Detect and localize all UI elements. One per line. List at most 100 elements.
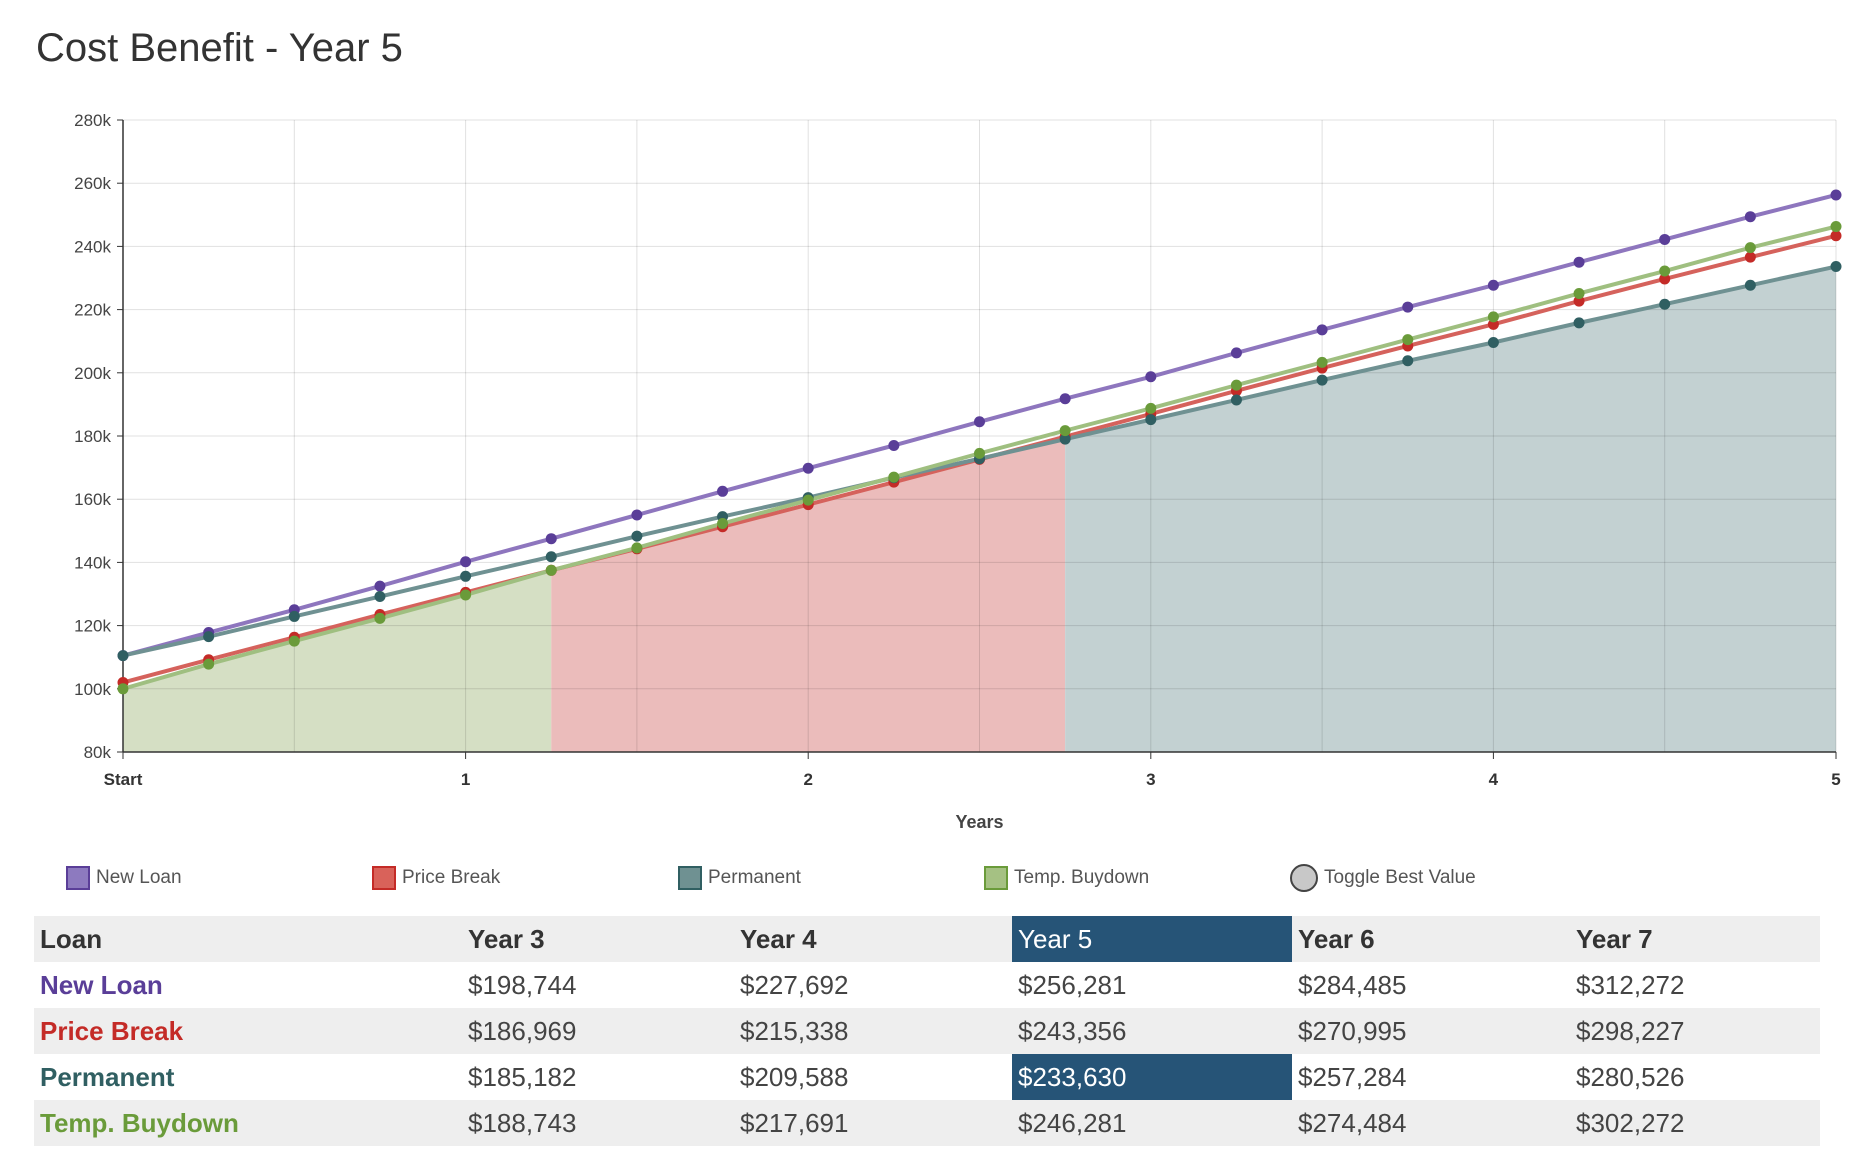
data-point — [1573, 317, 1585, 329]
header-year-3: Year 3 — [468, 923, 545, 954]
legend-item-permanent[interactable]: Permanent — [678, 866, 801, 890]
table-cell: $209,588 — [740, 1061, 849, 1092]
y-tick-label: 260k — [74, 174, 111, 193]
data-point — [117, 650, 129, 662]
toggle-best-value-icon — [1290, 864, 1318, 892]
legend-swatch-price-break — [372, 866, 396, 890]
table-cell: $246,281 — [1018, 1107, 1127, 1138]
table-cell: $298,227 — [1576, 1015, 1685, 1046]
data-point — [631, 509, 643, 521]
legend-item-temp-buydown[interactable]: Temp. Buydown — [984, 866, 1149, 890]
data-point — [374, 580, 386, 592]
data-point — [1830, 261, 1842, 273]
data-point — [374, 591, 386, 603]
table-cell: $284,485 — [1298, 969, 1407, 1000]
best-value-region — [551, 436, 1066, 752]
data-point — [888, 439, 900, 451]
table-row: Permanent $185,182 $209,588 $233,630 $25… — [34, 1054, 1820, 1100]
data-point — [1230, 394, 1242, 406]
data-point — [717, 485, 729, 497]
data-point — [374, 612, 386, 624]
x-tick-label: 1 — [461, 770, 470, 789]
data-point — [974, 447, 985, 459]
x-tick-label: 5 — [1831, 770, 1840, 789]
data-point — [1145, 414, 1157, 426]
data-point — [460, 556, 472, 568]
data-point — [631, 530, 643, 542]
data-point — [1659, 233, 1671, 245]
data-point — [1487, 279, 1499, 291]
data-point — [1059, 393, 1071, 405]
header-year-7: Year 7 — [1576, 923, 1653, 954]
data-point — [1573, 295, 1585, 307]
legend-label-new-loan: New Loan — [96, 867, 182, 888]
data-point — [1744, 279, 1756, 291]
table-row: Temp. Buydown $188,743 $217,691 $246,281… — [34, 1100, 1820, 1146]
data-point — [288, 635, 300, 647]
data-point — [1573, 256, 1585, 268]
legend-label-price-break: Price Break — [402, 867, 501, 888]
y-tick-label: 220k — [74, 301, 111, 320]
data-point — [1830, 189, 1842, 201]
data-point — [545, 564, 557, 576]
data-point — [460, 589, 472, 601]
row-label-price-break: Price Break — [40, 1015, 184, 1046]
data-point — [545, 533, 557, 545]
legend-item-new-loan[interactable]: New Loan — [66, 866, 182, 890]
data-point — [545, 551, 557, 563]
data-point — [1145, 402, 1157, 414]
legend-label-permanent: Permanent — [708, 867, 801, 888]
row-label-permanent: Permanent — [40, 1061, 175, 1092]
table-cell: $215,338 — [740, 1015, 849, 1046]
best-value-region — [1065, 266, 1836, 752]
table-cell: $198,744 — [468, 969, 577, 1000]
page-title: Cost Benefit - Year 5 — [36, 26, 403, 70]
toggle-best-value[interactable]: Toggle Best Value — [1290, 864, 1476, 892]
data-point — [1659, 265, 1671, 277]
y-tick-label: 200k — [74, 364, 111, 383]
table-header-row: Loan Year 3 Year 4 Year 5 Year 6 Year 7 — [34, 916, 1820, 962]
table-cell: $217,691 — [740, 1107, 849, 1138]
data-point — [1744, 211, 1756, 223]
data-point — [460, 570, 472, 582]
chart-legend: New Loan Price Break Permanent Temp. Buy… — [66, 864, 1566, 896]
data-point — [974, 416, 985, 428]
table-cell: $243,356 — [1018, 1015, 1127, 1046]
data-point — [1659, 273, 1671, 285]
data-point — [203, 658, 215, 670]
x-tick-label: 4 — [1489, 770, 1499, 789]
header-year-4: Year 4 — [740, 923, 817, 954]
data-point — [1145, 371, 1157, 383]
data-point — [1316, 324, 1328, 336]
y-tick-label: 240k — [74, 237, 111, 256]
data-point — [802, 462, 814, 474]
data-point — [1316, 356, 1328, 368]
table-cell: $280,526 — [1576, 1061, 1685, 1092]
data-point — [1573, 287, 1585, 299]
data-point — [1059, 433, 1071, 445]
table-cell: $186,969 — [468, 1015, 577, 1046]
data-point — [1402, 355, 1414, 367]
table-cell: $257,284 — [1298, 1061, 1407, 1092]
table-cell: $274,484 — [1298, 1107, 1407, 1138]
data-point — [1230, 379, 1242, 391]
best-value-region — [123, 570, 552, 752]
data-point — [1659, 298, 1671, 310]
data-point — [1487, 337, 1499, 349]
header-loan: Loan — [40, 923, 103, 954]
data-point — [631, 542, 643, 554]
table-cell: $188,743 — [468, 1107, 577, 1138]
data-point — [203, 631, 215, 643]
legend-swatch-new-loan — [66, 866, 90, 890]
data-point — [1316, 374, 1328, 386]
data-point — [1744, 242, 1756, 254]
legend-swatch-permanent — [678, 866, 702, 890]
header-year-6: Year 6 — [1298, 923, 1375, 954]
cost-benefit-chart: 80k 100k 120k 140k 160k 180k 200k 220k 240k 260k 2… — [74, 111, 1842, 832]
toggle-best-value-label: Toggle Best Value — [1324, 867, 1476, 888]
data-point — [1830, 221, 1842, 233]
legend-item-price-break[interactable]: Price Break — [372, 866, 500, 890]
table-cell: $302,272 — [1576, 1107, 1685, 1138]
data-point — [1059, 425, 1071, 437]
data-point — [1402, 334, 1414, 346]
